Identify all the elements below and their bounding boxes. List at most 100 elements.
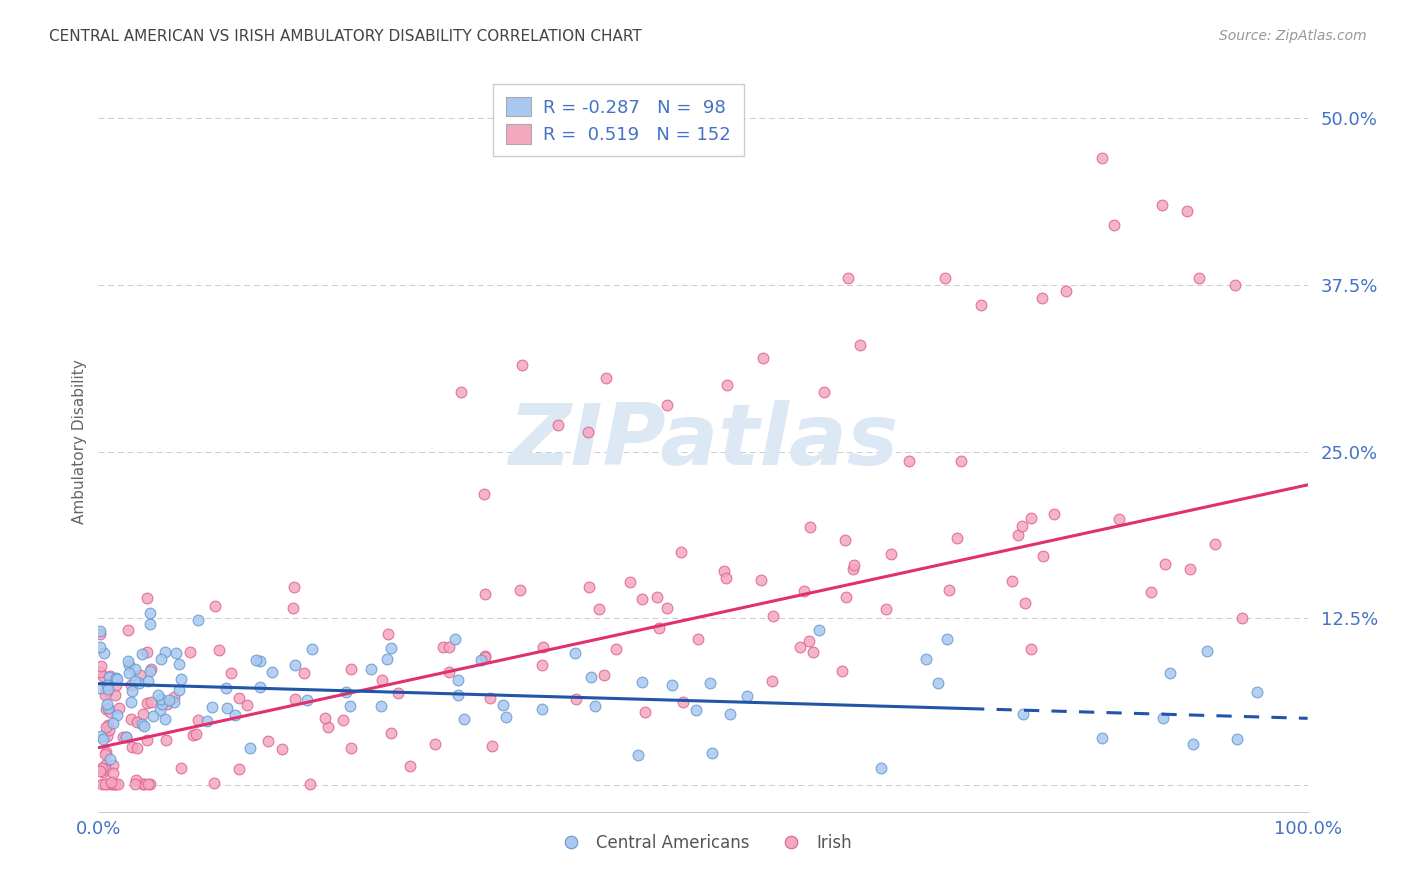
Point: [96, 678, 118, 692]
Point: [150, 692, 173, 706]
Point: [281, 601, 304, 615]
Point: [1019, 511, 1042, 525]
Point: [495, 710, 517, 724]
Point: [314, 711, 336, 725]
Point: [583, 699, 606, 714]
Point: [735, 689, 758, 703]
Point: [93, 646, 115, 660]
Point: [295, 693, 318, 707]
Point: [510, 358, 533, 372]
Point: [91, 765, 114, 780]
Point: [803, 645, 825, 659]
Point: [1011, 518, 1033, 533]
Point: [749, 573, 772, 587]
Point: [89, 764, 111, 778]
Point: [1014, 596, 1036, 610]
Point: [121, 739, 143, 754]
Point: [148, 703, 170, 717]
Point: [100, 752, 122, 766]
Point: [155, 733, 177, 747]
Point: [619, 574, 641, 589]
Point: [700, 747, 723, 761]
Point: [128, 676, 150, 690]
Point: [101, 716, 124, 731]
Point: [115, 730, 138, 744]
Point: [181, 729, 204, 743]
Point: [474, 649, 496, 664]
Point: [849, 338, 872, 352]
Point: [179, 645, 201, 659]
Point: [135, 696, 157, 710]
Point: [332, 713, 354, 727]
Point: [292, 665, 315, 680]
Point: [661, 678, 683, 692]
Legend: Central Americans, Irish: Central Americans, Irish: [547, 828, 859, 859]
Point: [150, 697, 173, 711]
Point: [117, 623, 139, 637]
Text: ZIPatlas: ZIPatlas: [508, 400, 898, 483]
Point: [398, 759, 420, 773]
Point: [470, 653, 492, 667]
Point: [89, 640, 111, 655]
Point: [915, 652, 938, 666]
Point: [1019, 641, 1042, 656]
Point: [141, 662, 163, 676]
Point: [547, 417, 569, 432]
Point: [447, 673, 470, 687]
Point: [576, 425, 599, 439]
Point: [135, 733, 157, 747]
Point: [149, 652, 172, 666]
Point: [103, 688, 125, 702]
Point: [204, 599, 226, 614]
Point: [1042, 507, 1064, 521]
Point: [531, 658, 554, 673]
Point: [439, 640, 461, 654]
Point: [167, 682, 190, 697]
Point: [1031, 291, 1053, 305]
Point: [432, 640, 454, 655]
Point: [104, 678, 127, 692]
Point: [793, 583, 815, 598]
Point: [219, 666, 242, 681]
Point: [875, 602, 897, 616]
Point: [648, 621, 671, 635]
Point: [478, 690, 501, 705]
Point: [215, 681, 238, 695]
Point: [1175, 204, 1198, 219]
Point: [136, 645, 159, 659]
Point: [139, 606, 162, 620]
Point: [115, 730, 138, 744]
Point: [165, 646, 187, 660]
Point: [94, 757, 117, 772]
Point: [155, 645, 177, 659]
Point: [187, 713, 209, 727]
Point: [339, 698, 361, 713]
Point: [360, 662, 382, 676]
Point: [720, 706, 742, 721]
Point: [595, 371, 617, 385]
Point: [107, 777, 129, 791]
Point: [938, 583, 960, 598]
Point: [284, 658, 307, 673]
Point: [94, 720, 117, 734]
Point: [1000, 574, 1022, 589]
Point: [423, 738, 446, 752]
Point: [1152, 711, 1174, 725]
Point: [97, 681, 120, 696]
Point: [375, 652, 398, 666]
Point: [89, 624, 111, 638]
Point: [472, 487, 495, 501]
Point: [762, 609, 785, 624]
Point: [453, 712, 475, 726]
Point: [224, 708, 246, 723]
Point: [1230, 611, 1253, 625]
Point: [125, 772, 148, 787]
Point: [112, 730, 135, 744]
Point: [131, 706, 153, 721]
Point: [156, 698, 179, 712]
Point: [94, 747, 117, 761]
Point: [531, 640, 554, 655]
Point: [96, 729, 118, 743]
Point: [1154, 558, 1177, 572]
Point: [808, 623, 831, 637]
